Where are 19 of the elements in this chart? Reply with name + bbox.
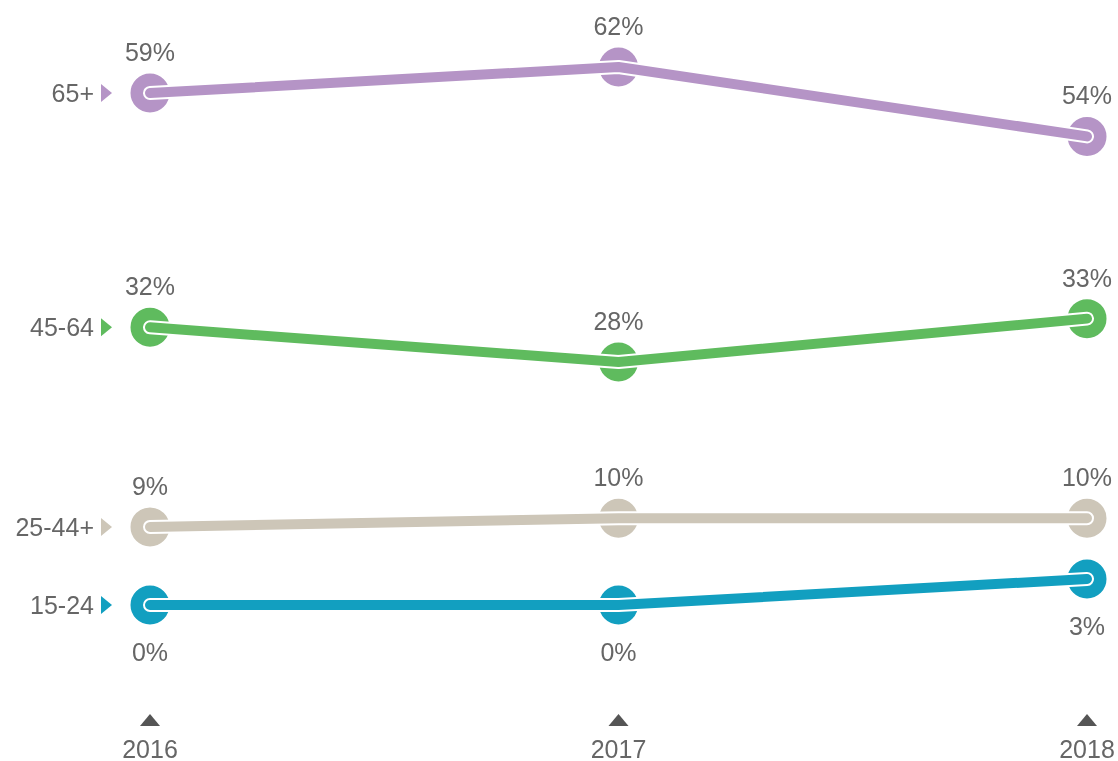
data-label: 28% <box>593 307 644 336</box>
data-label: 54% <box>1061 81 1113 110</box>
data-label: 3% <box>1068 611 1106 640</box>
data-label: 32% <box>124 272 176 301</box>
data-label: 59% <box>124 38 176 67</box>
data-label: 10% <box>1061 463 1113 492</box>
data-label: 0% <box>600 638 637 666</box>
legend-label: 25-44+ <box>15 512 94 541</box>
data-label: 62% <box>593 12 644 40</box>
data-label: 9% <box>131 471 169 500</box>
legend-label: 45-64 <box>30 313 95 342</box>
legend-label: 65+ <box>51 79 94 108</box>
x-tick-label: 2016 <box>122 735 178 761</box>
data-label: 10% <box>593 463 644 492</box>
legend-label: 15-24 <box>30 591 95 619</box>
x-tick-label: 2018 <box>1059 735 1115 761</box>
data-label: 0% <box>131 638 169 666</box>
data-label: 33% <box>1061 263 1113 292</box>
x-tick-label: 2017 <box>590 735 647 761</box>
